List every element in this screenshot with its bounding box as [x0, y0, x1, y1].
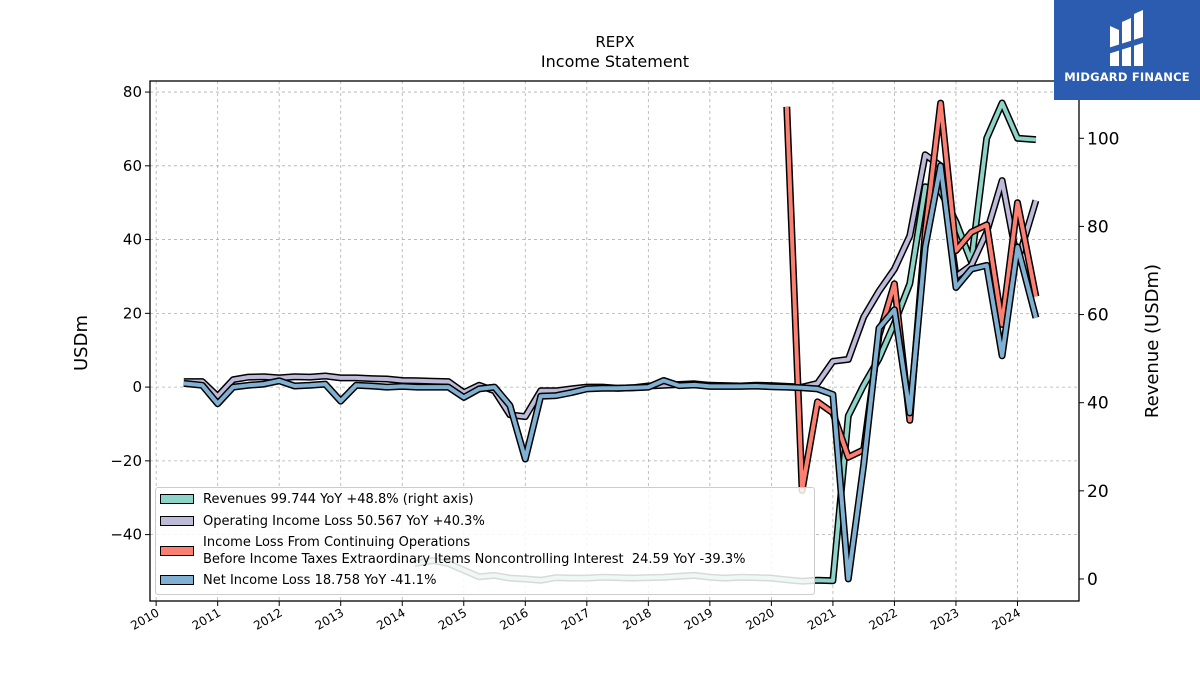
y-axis-label: USDm: [71, 315, 92, 371]
x-tick-label: 2023: [928, 605, 961, 632]
chart-subtitle: Income Statement: [540, 52, 690, 71]
brand-logo: MIDGARD FINANCE: [1054, 0, 1200, 100]
y-tick-label: −40: [110, 526, 142, 544]
x-tick-label: 2013: [313, 605, 346, 632]
x-tick-label: 2020: [743, 605, 776, 632]
plot-frame: [149, 80, 1080, 602]
legend-label-operating-income: Operating Income Loss 50.567 YoY +40.3%: [203, 514, 485, 529]
y-tick-label: 0: [132, 378, 142, 396]
series-stroke: [784, 101, 1038, 493]
y-right-tick-label: 0: [1087, 570, 1098, 590]
grid-lines: [150, 81, 1079, 601]
y-right-tick-label: 60: [1087, 306, 1109, 326]
brand-name: MIDGARD FINANCE: [1064, 70, 1190, 84]
legend-swatch-operating-income: [160, 516, 194, 526]
x-tick-label: 2015: [436, 605, 469, 632]
legend-swatch-net-income: [160, 575, 194, 585]
x-tick-label: 2017: [559, 605, 592, 632]
y-tick-label: 60: [123, 157, 142, 175]
x-tick-label: 2024: [990, 605, 1023, 632]
y-tick-label: −20: [110, 452, 142, 470]
brand-mark-icon: [1108, 10, 1146, 66]
x-tick-label: 2022: [866, 605, 899, 632]
series-stroke: [183, 163, 1038, 581]
y-right-tick-label: 80: [1087, 217, 1109, 237]
legend-swatch-pretax-income: [160, 546, 194, 556]
x-tick-label: 2019: [682, 605, 715, 632]
x-tick-label: 2014: [374, 605, 407, 632]
y-right-tick-label: 40: [1087, 394, 1109, 414]
chart-legend: Revenues 99.744 YoY +48.8% (right axis) …: [155, 487, 815, 595]
chart-title: REPX: [595, 33, 635, 51]
y-tick-label: 40: [123, 231, 142, 249]
legend-label-net-income: Net Income Loss 18.758 YoY -41.1%: [203, 573, 437, 588]
x-tick-label: 2018: [620, 605, 653, 632]
legend-label-pretax-income: Income Loss From Continuing Operations B…: [203, 535, 746, 567]
x-tick-label: 2016: [497, 605, 530, 632]
x-tick-label: 2010: [128, 605, 161, 632]
legend-swatch-revenues: [160, 494, 194, 504]
y-axis-right-label: Revenue (USDm): [1142, 264, 1163, 418]
x-tick-label: 2021: [805, 605, 838, 632]
series-line-3: [183, 162, 1040, 583]
series-line-2: [783, 99, 1040, 494]
y-right-tick-label: 100: [1087, 129, 1119, 149]
legend-label-revenues: Revenues 99.744 YoY +48.8% (right axis): [203, 492, 474, 507]
y-right-tick-label: 20: [1087, 482, 1109, 502]
x-tick-label: 2011: [190, 605, 223, 632]
x-tick-label: 2012: [251, 605, 284, 632]
axes-ticks: 2010 2011 2012 2013 2014 2015 2016 2017 2018 2019…: [110, 83, 1119, 633]
y-tick-label: 20: [123, 304, 142, 322]
y-tick-label: 80: [123, 83, 142, 101]
